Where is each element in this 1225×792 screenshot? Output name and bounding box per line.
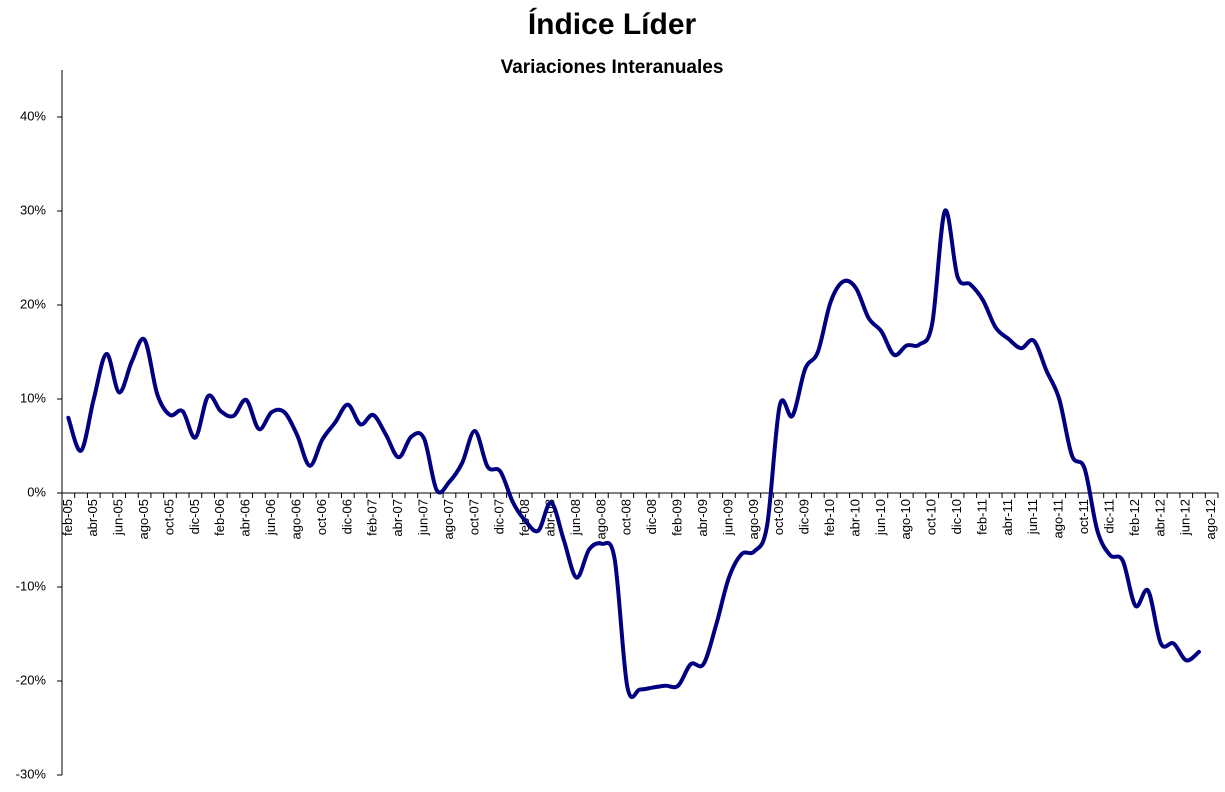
x-tick-label: jun-10 xyxy=(873,499,888,536)
x-tick-label: oct-08 xyxy=(619,499,634,535)
x-tick-label: ago-05 xyxy=(136,499,151,539)
x-tick-label: dic-05 xyxy=(187,499,202,534)
x-tick-label: oct-06 xyxy=(314,499,329,535)
x-tick-label: dic-10 xyxy=(949,499,964,534)
y-tick-label: 10% xyxy=(20,390,46,405)
x-tick-label: abr-09 xyxy=(695,499,710,537)
x-tick-label: dic-09 xyxy=(797,499,812,534)
x-tick-label: ago-10 xyxy=(898,499,913,539)
line-series xyxy=(66,208,1201,700)
y-tick-label: 0% xyxy=(27,484,46,499)
chart-title: Índice Líder xyxy=(528,7,697,41)
x-tick-label: feb-10 xyxy=(822,499,837,536)
x-tick-label: oct-10 xyxy=(924,499,939,535)
y-tick-label: 40% xyxy=(20,108,46,123)
chart-subtitle: Variaciones Interanuales xyxy=(501,57,724,78)
y-tick-label: -20% xyxy=(16,672,47,687)
x-tick-label: ago-06 xyxy=(288,499,303,539)
x-tick-label: oct-07 xyxy=(466,499,481,535)
x-tick-label: dic-06 xyxy=(339,499,354,534)
x-tick-label: ago-11 xyxy=(1051,499,1066,539)
x-tick-label: abr-05 xyxy=(85,499,100,537)
x-tick-label: jun-11 xyxy=(1025,499,1040,535)
x-tick-label: abr-06 xyxy=(238,499,253,537)
y-tick-label: 20% xyxy=(20,296,46,311)
x-tick-label: feb-05 xyxy=(60,499,75,536)
x-tick-label: feb-11 xyxy=(974,499,989,535)
x-tick-label: feb-12 xyxy=(1127,499,1142,536)
x-tick-label: oct-09 xyxy=(771,499,786,535)
x-tick-label: dic-11 xyxy=(1101,499,1116,533)
x-tick-label: oct-05 xyxy=(161,499,176,535)
x-tick-label: ago-09 xyxy=(746,499,761,539)
x-tick-label: abr-07 xyxy=(390,499,405,537)
x-tick-label: jun-05 xyxy=(111,499,126,536)
x-tick-label: jun-09 xyxy=(720,499,735,536)
x-tick-label: jun-06 xyxy=(263,499,278,536)
x-tick-label: dic-07 xyxy=(492,499,507,534)
x-tick-label: jun-08 xyxy=(568,499,583,536)
x-tick-label: feb-07 xyxy=(365,499,380,536)
x-tick-label: abr-12 xyxy=(1152,499,1167,537)
x-tick-label: ago-07 xyxy=(441,499,456,539)
x-tick-label: ago-12 xyxy=(1203,499,1218,539)
y-tick-label: -30% xyxy=(16,766,47,781)
x-tick-label: jun-07 xyxy=(415,499,430,536)
y-tick-label: -10% xyxy=(16,578,47,593)
x-tick-label: abr-11 xyxy=(1000,499,1015,536)
x-tick-label: ago-08 xyxy=(593,499,608,539)
x-tick-label: feb-06 xyxy=(212,499,227,536)
x-tick-label: abr-10 xyxy=(847,499,862,537)
x-tick-label: dic-08 xyxy=(644,499,659,534)
x-tick-label: oct-11 xyxy=(1076,499,1091,534)
y-tick-label: 30% xyxy=(20,202,46,217)
x-tick-label: jun-12 xyxy=(1178,499,1193,536)
x-tick-label: feb-09 xyxy=(670,499,685,536)
